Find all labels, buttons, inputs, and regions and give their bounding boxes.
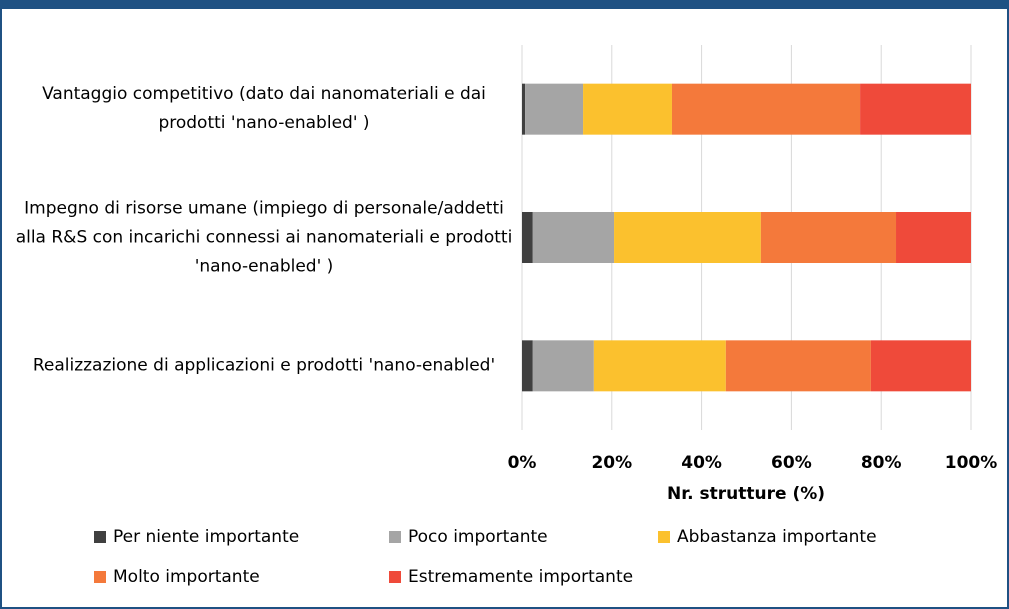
legend-label: Per niente importante: [113, 527, 299, 547]
legend-swatch: [658, 531, 670, 543]
x-tick-label: 60%: [771, 453, 812, 473]
bar-segment: [522, 340, 533, 392]
bar-segment: [583, 83, 672, 135]
x-tick-label: 0%: [508, 453, 537, 473]
legend-swatch: [389, 571, 401, 583]
legend-label: Estremamente importante: [408, 567, 633, 587]
x-tick-label: 20%: [591, 453, 632, 473]
bar-segment: [760, 212, 897, 263]
legend-swatch: [94, 571, 106, 583]
category-label: Realizzazione di applicazioni e prodotti…: [32, 355, 496, 376]
bar-segment: [532, 340, 594, 392]
legend-swatch: [94, 531, 106, 543]
x-tick-label: 100%: [945, 453, 998, 473]
bar-segment: [614, 212, 761, 263]
bar-segment: [860, 83, 971, 135]
bar-segment: [532, 212, 615, 263]
legend-label: Poco importante: [408, 527, 548, 547]
bar-segment: [593, 340, 726, 392]
bar-segment: [522, 212, 533, 263]
category-label: Vantaggio competitivo (dato dai nanomate…: [42, 84, 486, 134]
bar-segment: [870, 340, 971, 392]
legend-label: Molto importante: [113, 567, 260, 587]
bar-segment: [725, 340, 871, 392]
category-label: Impegno di risorse umane (impiego di per…: [15, 198, 513, 276]
bar-segment: [671, 83, 861, 135]
x-axis-title: Nr. strutture (%): [667, 484, 825, 504]
legend-swatch: [389, 531, 401, 543]
x-tick-label: 40%: [681, 453, 722, 473]
x-tick-label: 80%: [861, 453, 902, 473]
header-band: [0, 0, 1009, 9]
bar-segment: [896, 212, 971, 263]
bar-segment: [522, 83, 526, 135]
legend-label: Abbastanza importante: [677, 527, 877, 547]
bar-segment: [525, 83, 584, 135]
